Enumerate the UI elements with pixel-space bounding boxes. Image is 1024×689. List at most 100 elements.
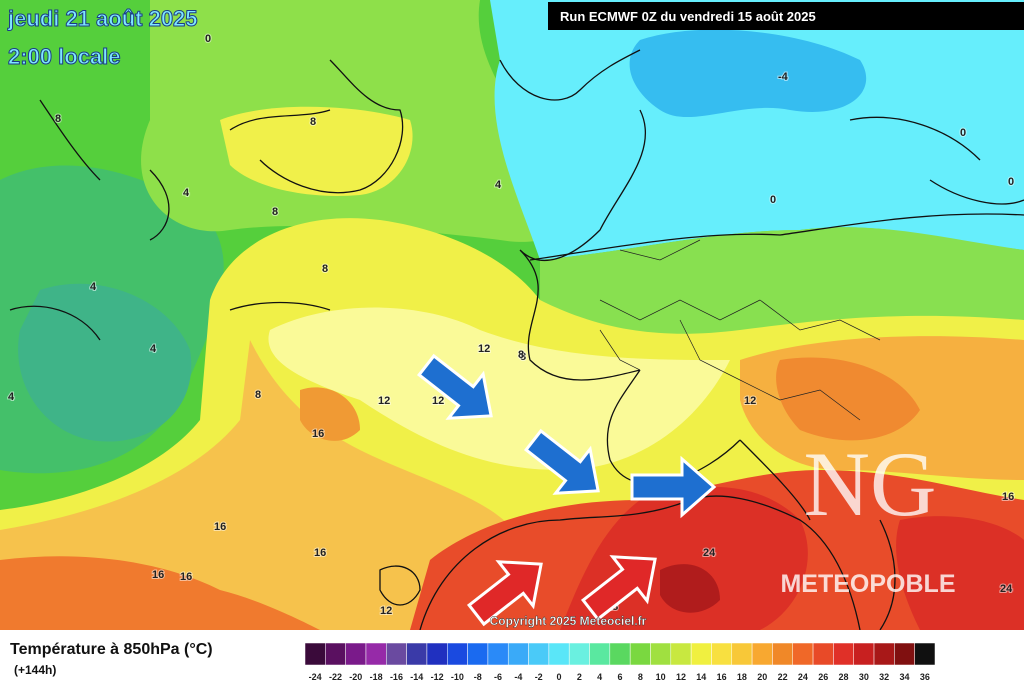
colorbar-cell	[812, 642, 834, 666]
colorbar-cell	[690, 642, 712, 666]
forecast-time: 2:00 locale	[8, 44, 121, 69]
contour-label: 0	[205, 33, 211, 45]
colorbar-label: -16	[390, 672, 403, 682]
contour-label: 16	[214, 521, 226, 533]
colorbar-label: 24	[798, 672, 808, 682]
colorbar-label: 20	[757, 672, 767, 682]
contour-label: 12	[478, 343, 490, 355]
colorbar-label: 10	[656, 672, 666, 682]
contour-label: 16	[1002, 491, 1014, 503]
contour-label: 12	[380, 605, 392, 617]
temperature-field	[0, 0, 1024, 630]
colorbar-cell	[772, 642, 793, 666]
contour-label: 8	[520, 351, 526, 363]
colorbar-label: 28	[839, 672, 849, 682]
contour-label: 4	[495, 179, 502, 191]
colorbar-label: 4	[597, 672, 602, 682]
colorbar-cell	[507, 642, 529, 666]
contour-label: 8	[310, 116, 316, 128]
colorbar-label: -4	[514, 672, 522, 682]
contour-label: 16	[314, 547, 326, 559]
colorbar-label: 30	[859, 672, 869, 682]
colorbar-cell	[345, 642, 367, 666]
colorbar-cell	[365, 642, 387, 666]
contour-labels: 088484844488121212816161616121224282416-…	[7, 32, 1015, 618]
contour-label: 8	[272, 206, 278, 218]
colorbar-cell	[853, 642, 875, 666]
colorbar-label: 14	[696, 672, 706, 682]
colorbar-label: 0	[557, 672, 562, 682]
copyright: Copyright 2025 Meteociel.fr	[490, 614, 647, 628]
contour-label: 12	[744, 395, 756, 407]
colorbar-cell	[873, 642, 895, 666]
contour-label: 4	[183, 187, 190, 199]
run-box	[548, 2, 1024, 30]
logo: NG	[804, 433, 937, 535]
contour-label: 8	[518, 349, 524, 361]
contour-label: 0	[960, 127, 966, 139]
colorbar-label: -14	[410, 672, 423, 682]
colorbar-label: 2	[577, 672, 582, 682]
contour-label: 0	[770, 194, 776, 206]
colorbar-cell	[629, 642, 651, 666]
colorbar-label: 16	[717, 672, 727, 682]
colorbar-label: 32	[879, 672, 889, 682]
colorbar-cell	[914, 642, 936, 666]
colorbar-label: -6	[494, 672, 502, 682]
colorbar-cell	[650, 642, 672, 666]
colorbar-label: 36	[920, 672, 930, 682]
forecast-date: jeudi 21 août 2025	[7, 6, 198, 31]
colorbar-label: -8	[474, 672, 482, 682]
colorbar-cell	[467, 642, 489, 666]
colorbar-label: -2	[535, 672, 543, 682]
contour-label: 24	[1000, 583, 1013, 595]
colorbar-cell	[325, 642, 346, 666]
colorbar-cell	[833, 642, 854, 666]
contour-label: 4	[150, 343, 157, 355]
contour-label: 8	[322, 263, 328, 275]
colorbar-cell	[304, 642, 326, 666]
colorbar-cell	[751, 642, 773, 666]
colorbar-label: 12	[676, 672, 686, 682]
colorbar-label: -20	[349, 672, 362, 682]
colorbar-cell	[406, 642, 428, 666]
colorbar-label: 26	[818, 672, 828, 682]
contour-label: 24	[703, 547, 716, 559]
contour-label: 4	[8, 391, 15, 403]
colorbar-cell	[589, 642, 611, 666]
run-info: Run ECMWF 0Z du vendredi 15 août 2025	[560, 9, 816, 24]
colorbar-cell	[731, 642, 753, 666]
lead-time: (+144h)	[14, 663, 56, 677]
colorbar-cell	[568, 642, 590, 666]
contour-label: 16	[152, 569, 164, 581]
contour-label: 12	[378, 395, 390, 407]
colorbar-label: 8	[638, 672, 643, 682]
colorbar-label: -12	[431, 672, 444, 682]
colorbar-label: 18	[737, 672, 747, 682]
colorbar-cell	[609, 642, 631, 666]
colorbar-label: 34	[900, 672, 910, 682]
colorbar-label: -24	[309, 672, 322, 682]
colorbar-label: -22	[329, 672, 342, 682]
contour-label: 8	[55, 113, 61, 125]
colorbar-cell	[447, 642, 468, 666]
colorbar-label: 22	[778, 672, 788, 682]
contour-label: 8	[255, 389, 261, 401]
brand: METEOPOBLE	[780, 570, 955, 598]
contour-label: 12	[432, 395, 444, 407]
colorbar-cell	[548, 642, 570, 666]
colorbar-cell	[487, 642, 509, 666]
contour-label: 16	[180, 571, 192, 583]
contour-label: 16	[312, 428, 324, 440]
colorbar-cell	[894, 642, 915, 666]
colorbar-label: 6	[617, 672, 622, 682]
colorbar-cell	[386, 642, 407, 666]
contour-label: -4	[778, 71, 789, 83]
colorbar: -24 -22 -20 -18 -16 -14 -12 -10 -8 -6 -4 -2 0 2 4 6 8 10 1…	[304, 642, 936, 682]
colorbar-label: -10	[451, 672, 464, 682]
colorbar-cell	[528, 642, 550, 666]
colorbar-cell	[711, 642, 733, 666]
contour-label: 4	[90, 281, 97, 293]
